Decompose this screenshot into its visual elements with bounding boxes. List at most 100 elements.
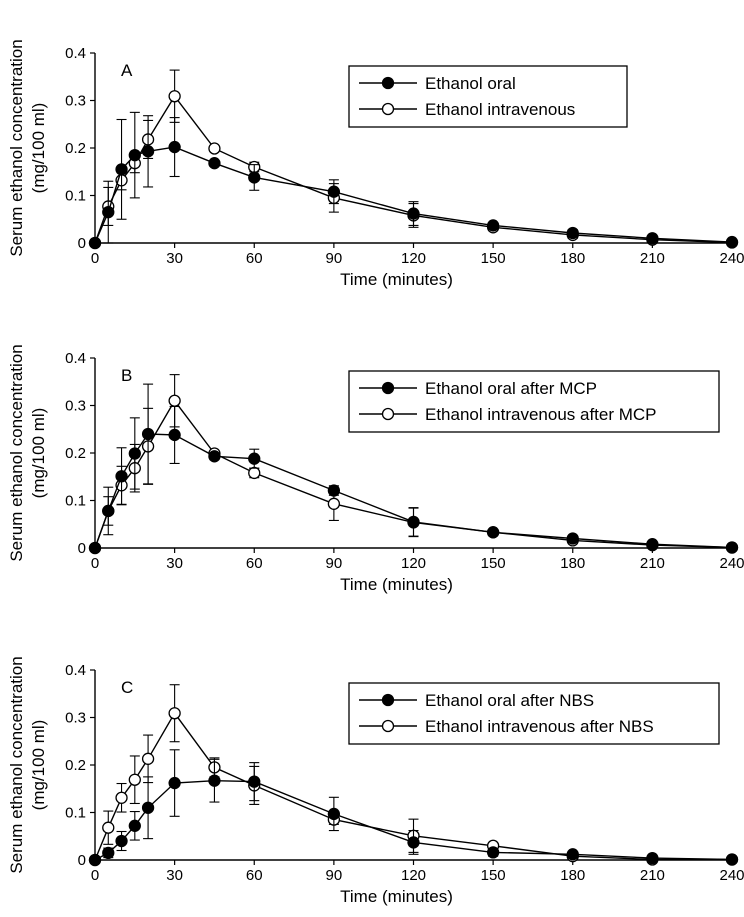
- x-tick-label: 60: [246, 250, 263, 267]
- y-tick-label: 0: [78, 235, 86, 252]
- x-tick-label: 180: [560, 555, 585, 572]
- data-point: [208, 774, 221, 787]
- legend: Ethanol oral Ethanol intravenous: [348, 65, 628, 128]
- x-axis-label: Time (minutes): [340, 270, 453, 289]
- data-point: [208, 450, 221, 463]
- panel-label: C: [121, 678, 133, 697]
- x-axis-label: Time (minutes): [340, 575, 453, 594]
- y-axis-units: (mg/100 ml): [29, 103, 48, 194]
- data-point: [102, 504, 115, 518]
- legend-entry: Ethanol intravenous after MCP: [425, 405, 657, 424]
- x-tick-label: 240: [719, 867, 744, 884]
- legend-entry: Ethanol oral after NBS: [425, 691, 594, 710]
- x-tick-label: 180: [560, 250, 585, 267]
- data-point: [725, 853, 739, 866]
- legend-entry: Ethanol oral: [425, 74, 516, 93]
- x-tick-label: 150: [481, 250, 506, 267]
- data-point: [168, 140, 181, 154]
- data-point: [248, 452, 261, 465]
- legend-box: [348, 682, 720, 745]
- legend-marker: [381, 719, 395, 733]
- series-oral: [88, 111, 739, 250]
- data-point: [725, 541, 739, 554]
- data-point: [725, 235, 739, 249]
- data-point: [141, 801, 155, 814]
- x-tick-label: 0: [91, 555, 99, 572]
- data-point: [248, 775, 261, 788]
- y-tick-label: 0.2: [65, 445, 86, 462]
- x-tick-label: 0: [91, 867, 99, 884]
- x-tick-label: 60: [246, 867, 263, 884]
- y-axis-units: (mg/100 ml): [29, 720, 48, 811]
- data-point: [646, 538, 659, 551]
- legend: Ethanol oral after MCP Ethanol intravenou…: [348, 370, 720, 433]
- data-point: [208, 142, 221, 155]
- x-axis-label: Time (minutes): [340, 887, 453, 906]
- x-tick-label: 90: [326, 250, 343, 267]
- x-tick-label: 30: [166, 555, 183, 572]
- chart-panel-b: 0 0.1 0.2 0.3 0.4 0 30 60 90 120 150 180 210 240 Time …: [7, 344, 744, 594]
- data-point: [327, 484, 341, 497]
- data-point: [115, 163, 128, 176]
- x-tick-label: 180: [560, 867, 585, 884]
- data-point: [88, 853, 102, 867]
- x-tick-label: 30: [166, 250, 183, 267]
- data-point: [407, 515, 420, 529]
- data-point: [566, 532, 579, 545]
- data-point: [168, 776, 181, 790]
- legend-box: [348, 370, 720, 433]
- series-oral: [88, 749, 739, 867]
- data-point: [407, 207, 420, 220]
- series-oral: [88, 383, 739, 555]
- x-tick-label: 240: [719, 555, 744, 572]
- data-point: [115, 791, 128, 804]
- data-point: [208, 157, 221, 170]
- data-point: [486, 526, 500, 539]
- data-point: [486, 219, 500, 232]
- y-tick-label: 0.4: [65, 350, 86, 367]
- x-tick-label: 210: [640, 555, 665, 572]
- legend-entry: Ethanol intravenous after NBS: [425, 717, 654, 736]
- data-point: [646, 232, 659, 245]
- data-point: [646, 851, 659, 865]
- data-point: [102, 846, 115, 860]
- data-point: [128, 773, 141, 786]
- data-point: [102, 821, 115, 834]
- x-tick-label: 120: [401, 250, 426, 267]
- x-tick-label: 210: [640, 250, 665, 267]
- data-point: [407, 836, 420, 849]
- data-point: [88, 236, 102, 250]
- data-point: [327, 807, 341, 821]
- y-tick-label: 0: [78, 852, 86, 869]
- data-point: [128, 819, 141, 832]
- legend-box: [348, 65, 628, 128]
- data-point: [128, 148, 141, 162]
- data-point: [115, 470, 128, 483]
- data-point: [327, 497, 341, 510]
- legend-marker: [381, 102, 395, 116]
- y-axis-label: Serum ethanol concentration: [7, 39, 26, 256]
- y-tick-label: 0.4: [65, 45, 86, 62]
- y-tick-label: 0.2: [65, 757, 86, 774]
- y-tick-label: 0.1: [65, 493, 86, 510]
- x-tick-label: 30: [166, 867, 183, 884]
- chart-panel-c: 0 0.1 0.2 0.3 0.4 0 30 60 90 120 150 180 210 240 Time …: [7, 656, 744, 906]
- x-tick-label: 210: [640, 867, 665, 884]
- legend-marker: [381, 407, 395, 421]
- x-tick-label: 0: [91, 250, 99, 267]
- data-point: [128, 447, 141, 460]
- x-tick-label: 150: [481, 555, 506, 572]
- data-point: [566, 848, 579, 861]
- y-tick-label: 0.2: [65, 140, 86, 157]
- y-tick-label: 0.3: [65, 710, 86, 727]
- data-point: [141, 752, 155, 765]
- x-tick-label: 60: [246, 555, 263, 572]
- data-point: [168, 707, 181, 720]
- legend-marker: [381, 381, 395, 395]
- panel-label: A: [121, 61, 133, 80]
- data-point: [141, 145, 155, 158]
- x-tick-label: 90: [326, 867, 343, 884]
- legend-marker: [381, 693, 395, 707]
- data-point: [88, 541, 102, 555]
- x-tick-label: 150: [481, 867, 506, 884]
